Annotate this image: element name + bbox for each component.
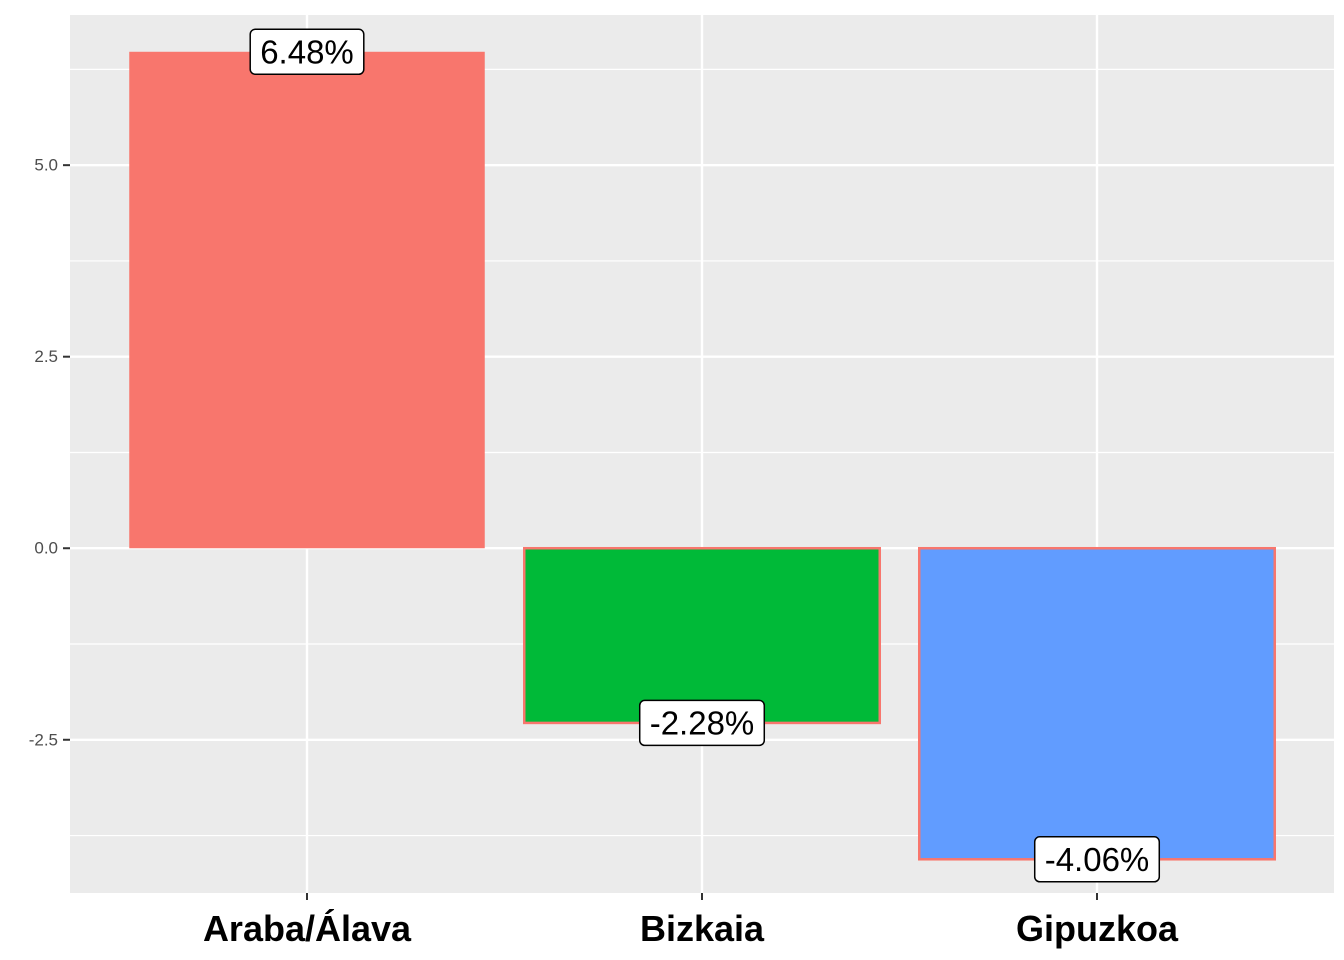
y-tick-label: -2.5 [29, 730, 58, 749]
data-label: -2.28% [638, 699, 766, 747]
x-tick-label: Araba/Álava [203, 908, 412, 949]
y-axis: -2.5 0.0 2.5 5.0 [29, 156, 70, 749]
y-tick-label: 2.5 [34, 347, 58, 366]
data-label-text: -4.06% [1045, 841, 1150, 878]
bar-gipuzkoa [918, 546, 1276, 861]
bar-araba-lava [129, 51, 485, 549]
bar-bizkaia [523, 546, 881, 725]
data-label-box [1033, 836, 1161, 883]
x-tick-label: Gipuzkoa [1016, 908, 1179, 949]
y-tick-label: 5.0 [34, 156, 58, 175]
bars [129, 51, 1276, 861]
data-label: -4.06% [1033, 836, 1161, 883]
x-tick-label: Bizkaia [640, 908, 765, 949]
data-label-box [249, 28, 365, 76]
data-label-box [638, 699, 766, 747]
data-label: 6.48% [249, 28, 365, 76]
data-label-text: 6.48% [260, 33, 354, 70]
y-tick-label: 0.0 [34, 539, 58, 558]
data-label-text: -2.28% [650, 704, 755, 741]
x-axis: Araba/Álava Bizkaia Gipuzkoa [203, 893, 1179, 949]
data-labels: 6.48% -2.28% -4.06% [249, 28, 1161, 883]
